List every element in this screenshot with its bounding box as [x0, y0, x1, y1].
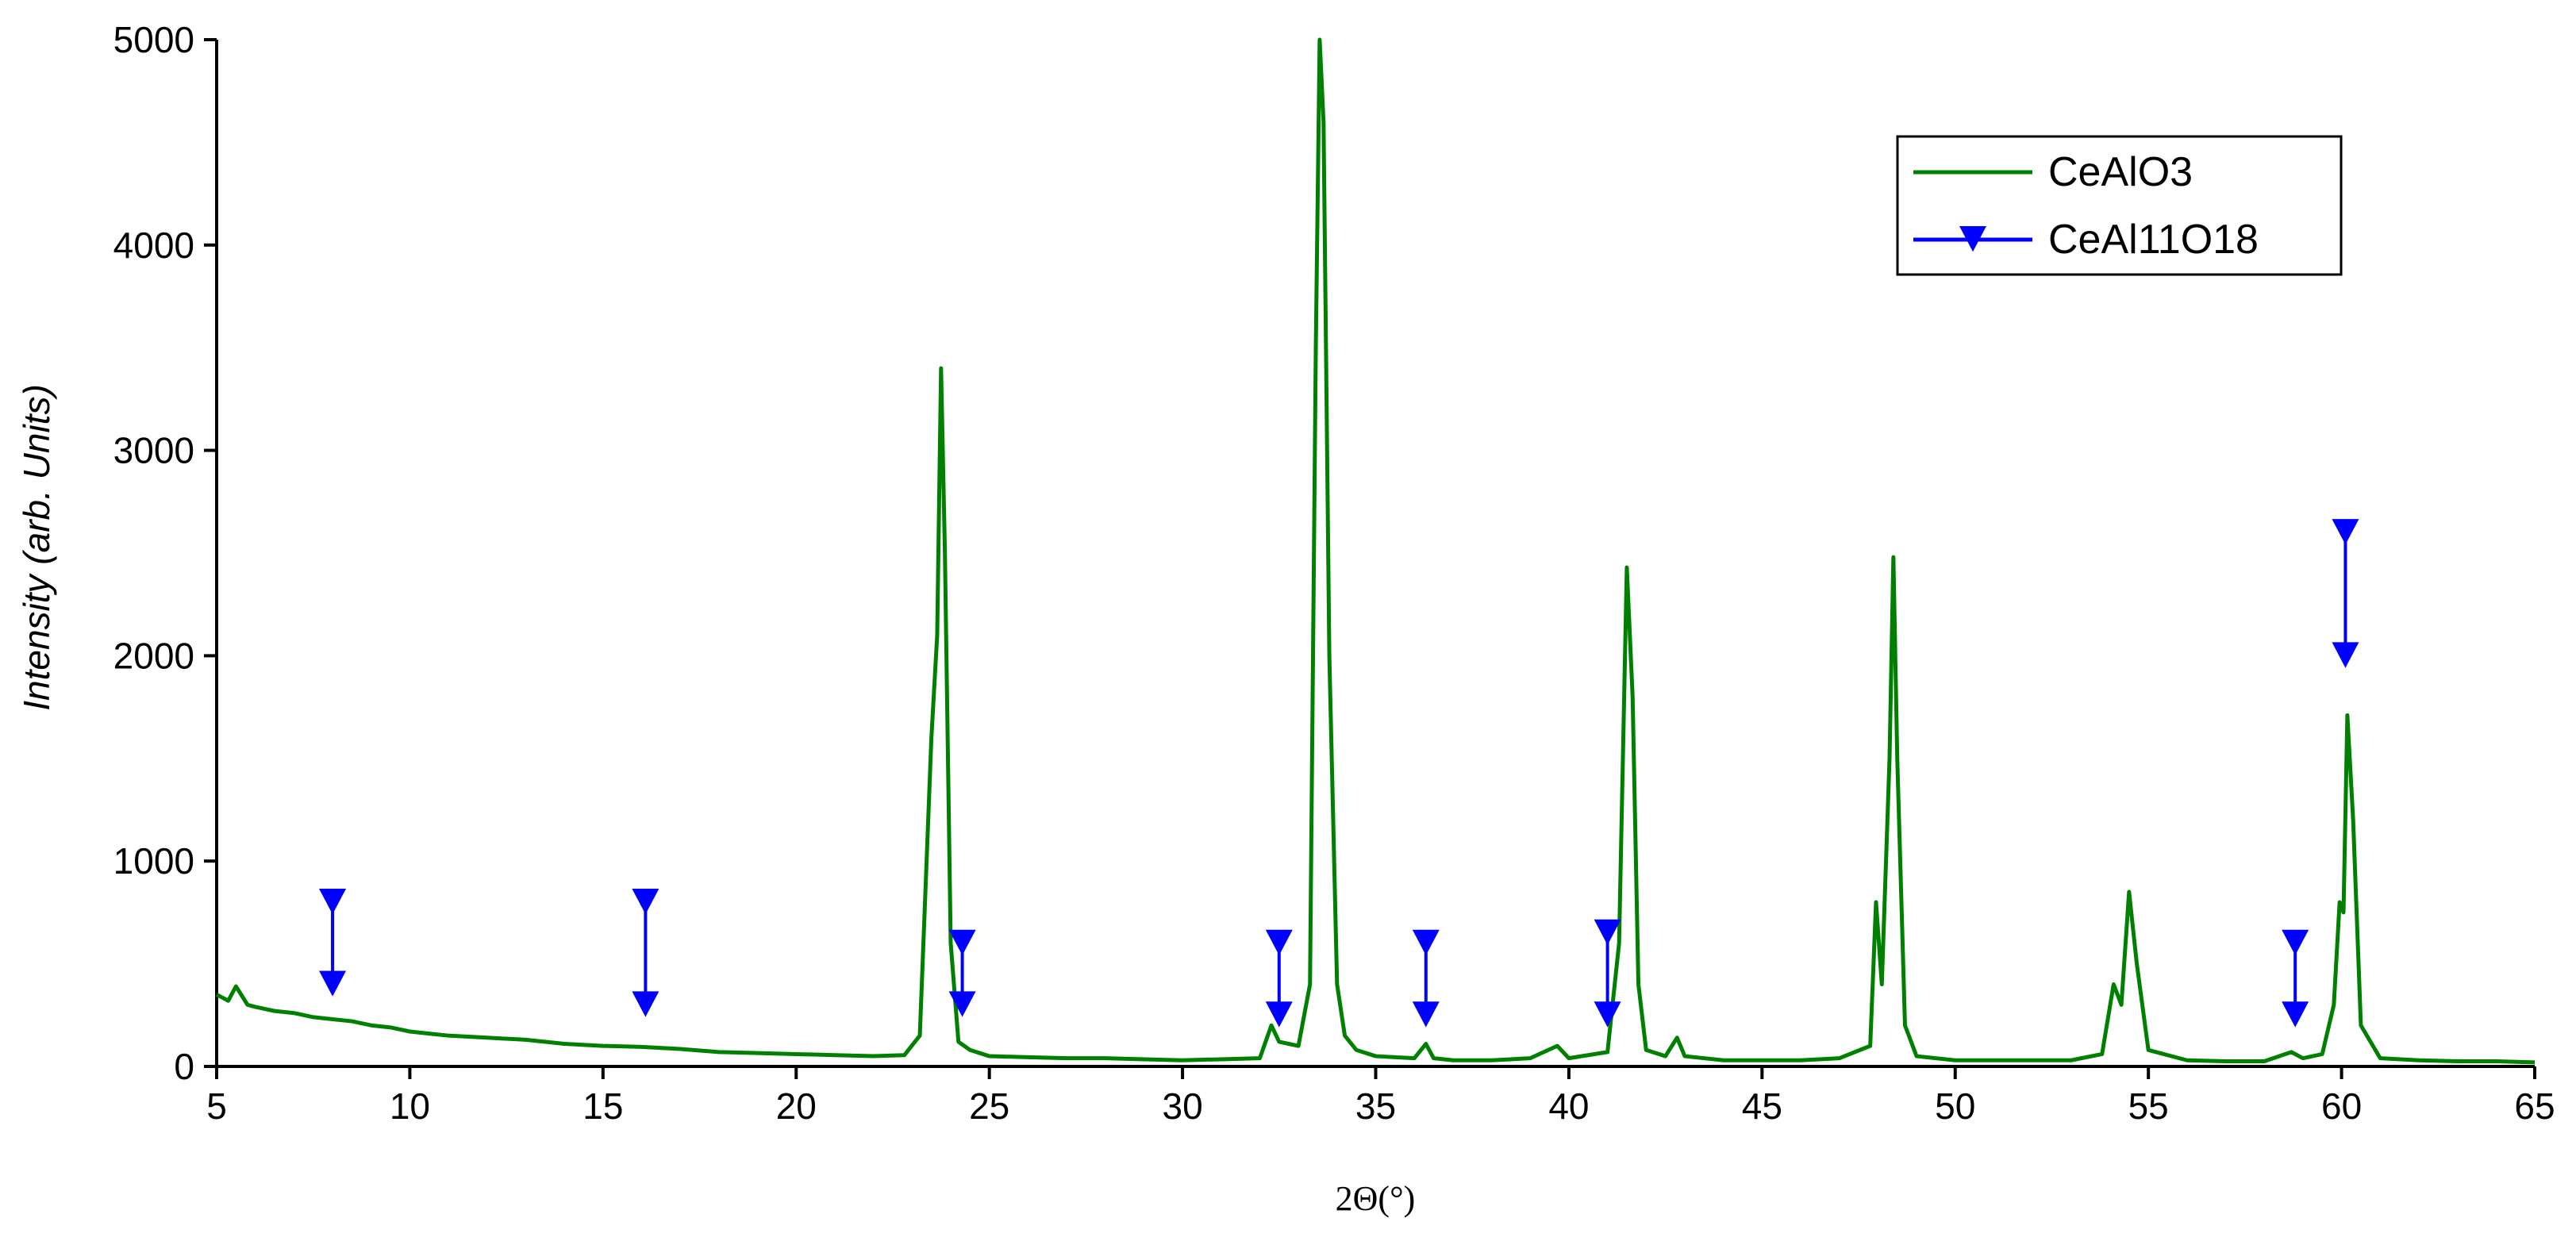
x-tick-label: 65	[2514, 1085, 2555, 1127]
marker-bottom	[2332, 642, 2359, 668]
x-axis-label: 2Θ(°)	[1336, 1179, 1416, 1218]
y-tick-label: 0	[174, 1046, 194, 1087]
legend-label: CeAlO3	[2048, 149, 2193, 195]
x-tick-label: 35	[1355, 1085, 1396, 1127]
marker-bottom	[1412, 1001, 1440, 1028]
x-tick-label: 45	[1742, 1085, 1782, 1127]
y-tick-label: 5000	[113, 19, 194, 60]
x-tick-label: 20	[776, 1085, 817, 1127]
marker-top	[1412, 929, 1440, 956]
x-tick-label: 15	[582, 1085, 623, 1127]
y-tick-label: 3000	[113, 430, 194, 471]
marker-top	[319, 888, 347, 915]
x-tick-label: 60	[2321, 1085, 2362, 1127]
x-tick-label: 5	[206, 1085, 227, 1127]
x-tick-label: 25	[969, 1085, 1009, 1127]
x-tick-label: 10	[390, 1085, 430, 1127]
marker-bottom	[1265, 1001, 1293, 1028]
x-tick-label: 40	[1548, 1085, 1589, 1127]
marker-bottom	[1594, 1001, 1621, 1028]
marker-top	[2332, 519, 2359, 545]
line-series	[215, 37, 2536, 1065]
legend-box	[1896, 135, 2343, 276]
y-tick-label: 2000	[113, 635, 194, 676]
marker-bottom	[319, 970, 347, 997]
marker-bottom	[948, 991, 976, 1017]
y-tick-label: 1000	[113, 840, 194, 882]
marker-top	[2282, 929, 2309, 956]
y-axis-label: Intensity (arb. Units)	[16, 384, 57, 711]
marker-top	[632, 888, 659, 915]
marker-top	[1594, 919, 1621, 946]
marker-top	[948, 929, 976, 956]
marker-bottom	[2282, 1001, 2309, 1028]
marker-bottom	[632, 991, 659, 1017]
marker-top	[1265, 929, 1293, 956]
legend-marker	[1959, 226, 1986, 252]
x-tick-label: 55	[2128, 1085, 2169, 1127]
legend-label: CeAl11O18	[2048, 217, 2259, 263]
x-tick-label: 30	[1162, 1085, 1202, 1127]
x-tick-label: 50	[1935, 1085, 1975, 1127]
y-tick-label: 4000	[113, 225, 194, 266]
